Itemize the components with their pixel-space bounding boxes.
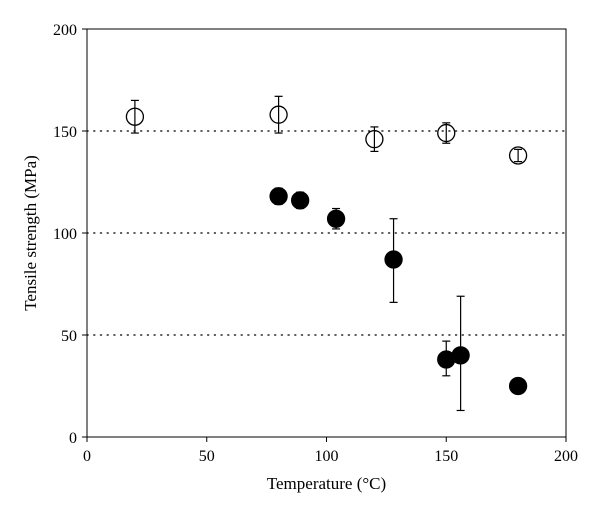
error-bars — [130, 95, 523, 412]
open-data-point — [269, 105, 288, 124]
x-tick-label: 50 — [199, 448, 215, 465]
x-tick-label: 0 — [83, 448, 91, 465]
y-tick-label: 200 — [53, 22, 77, 39]
open-data-point — [437, 123, 456, 143]
x-tick-label: 200 — [554, 448, 578, 465]
filled-data-point — [451, 346, 470, 365]
plot-area — [86, 28, 567, 438]
filled-data-point — [269, 187, 288, 206]
gridlines — [86, 130, 567, 336]
filled-data-point — [326, 209, 346, 228]
x-tick-label: 150 — [434, 448, 458, 465]
markers — [125, 105, 528, 396]
open-data-point — [365, 130, 384, 149]
y-tick-label: 150 — [53, 124, 77, 141]
filled-data-point — [508, 376, 528, 396]
y-axis: 0 50 100 150 200 — [53, 22, 87, 447]
y-tick-label: 100 — [53, 226, 77, 243]
y-tick-label: 0 — [69, 430, 77, 447]
filled-data-point — [384, 250, 403, 269]
x-axis-title: Temperature (°C) — [267, 474, 386, 493]
filled-data-point — [291, 191, 310, 210]
open-data-point — [508, 146, 528, 165]
y-tick-label: 50 — [61, 328, 77, 345]
plot-frame — [86, 28, 567, 438]
open-data-point — [125, 107, 145, 126]
x-tick-label: 100 — [315, 448, 339, 465]
y-axis-title: Tensile strength (MPa) — [21, 155, 40, 311]
x-axis: 0 50 100 150 200 — [83, 437, 578, 465]
